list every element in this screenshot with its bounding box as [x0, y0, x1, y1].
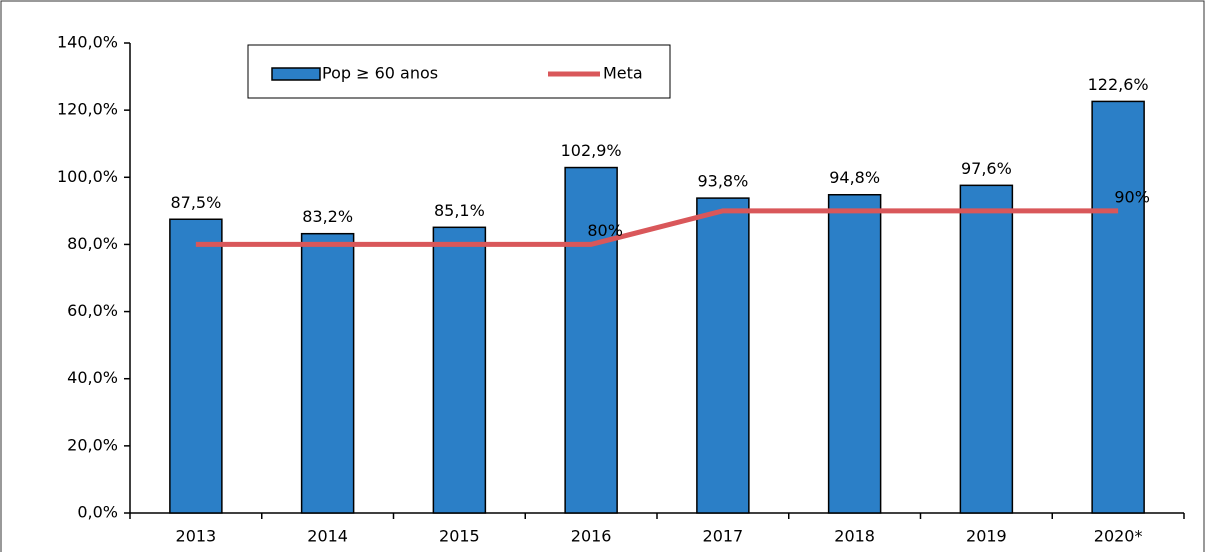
bar-value-label: 83,2% — [302, 207, 353, 226]
bar-value-label: 93,8% — [697, 172, 748, 191]
line-value-label: 80% — [587, 221, 623, 240]
y-tick-label: 60,0% — [67, 301, 118, 320]
y-tick-label: 140,0% — [57, 33, 118, 52]
bar — [432, 226, 487, 514]
bar — [1091, 100, 1145, 514]
bar-value-label: 122,6% — [1088, 75, 1149, 94]
bar-value-label: 85,1% — [434, 201, 485, 220]
bar-value-label: 102,9% — [561, 141, 622, 160]
y-tick-label: 40,0% — [67, 368, 118, 387]
x-tick-label: 2014 — [307, 527, 348, 546]
x-tick-label: 2018 — [834, 527, 875, 546]
bar-value-label: 87,5% — [170, 193, 221, 212]
x-tick-label: 2015 — [439, 527, 480, 546]
bar — [959, 184, 1014, 514]
legend-label: Meta — [603, 64, 643, 83]
bar-value-label: 97,6% — [961, 159, 1012, 178]
y-tick-label: 0,0% — [77, 503, 118, 522]
legend-label: Pop ≥ 60 anos — [322, 64, 438, 83]
legend-swatch — [271, 67, 321, 81]
y-tick-label: 100,0% — [57, 167, 118, 186]
y-tick-label: 120,0% — [57, 100, 118, 119]
y-tick-label: 20,0% — [67, 435, 118, 454]
x-tick-label: 2016 — [571, 527, 612, 546]
bar — [300, 232, 355, 514]
x-tick-label: 2019 — [966, 527, 1007, 546]
line-value-label: 90% — [1114, 187, 1150, 206]
x-tick-label: 2020* — [1094, 527, 1143, 546]
bar — [827, 193, 882, 514]
x-tick-label: 2013 — [176, 527, 217, 546]
x-tick-label: 2017 — [703, 527, 744, 546]
bar-value-label: 94,8% — [829, 168, 880, 187]
line — [195, 208, 1119, 247]
bar — [696, 197, 750, 514]
y-tick-label: 80,0% — [67, 234, 118, 253]
bar — [169, 218, 223, 514]
bar — [564, 166, 618, 514]
